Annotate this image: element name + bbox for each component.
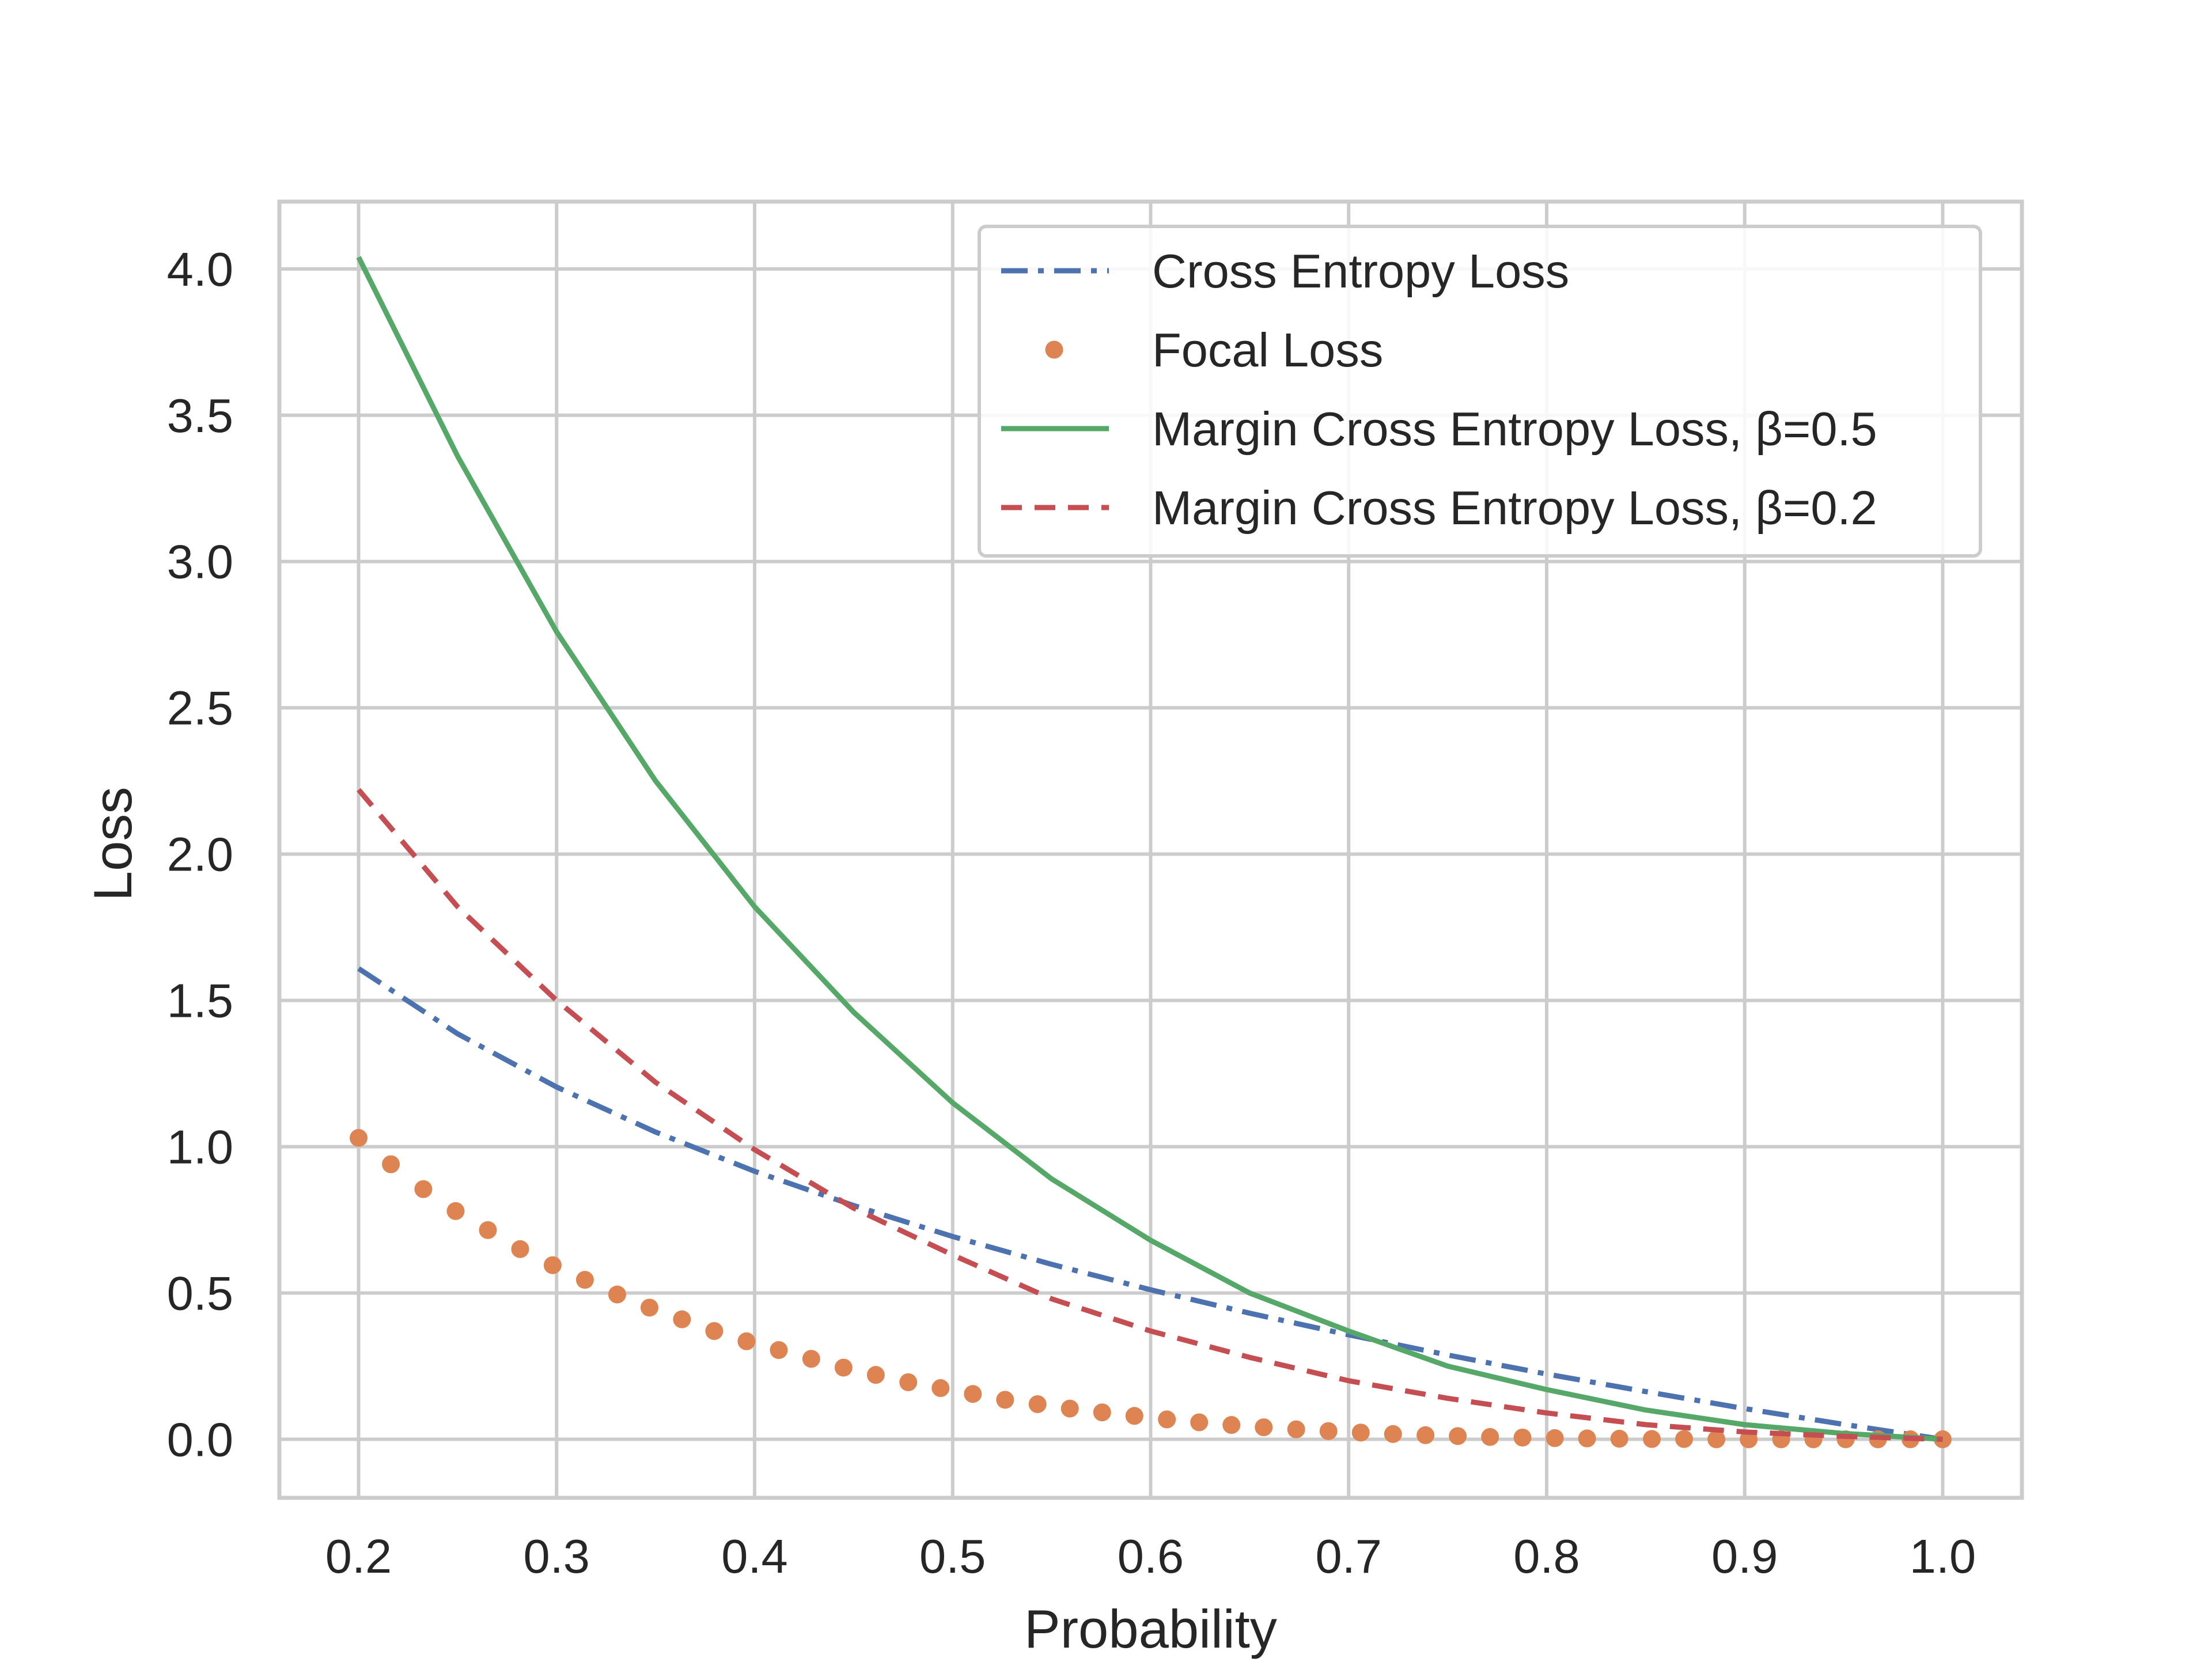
y-tick-label: 4.0: [167, 243, 233, 296]
series-2-point: [1255, 1418, 1273, 1437]
x-tick-label: 0.4: [721, 1530, 787, 1583]
series-2-point: [996, 1391, 1014, 1409]
x-tick-label: 0.3: [524, 1530, 590, 1583]
series-2-point: [382, 1155, 400, 1173]
legend: Cross Entropy Loss Focal Loss Margin Cross…: [978, 225, 1982, 558]
series-2-point: [899, 1373, 918, 1391]
series-2-point: [1481, 1428, 1499, 1446]
y-tick-label: 1.0: [167, 1120, 233, 1174]
series-2-point: [705, 1322, 724, 1340]
series-2-point: [1222, 1416, 1241, 1434]
x-tick-label: 0.8: [1513, 1530, 1580, 1583]
series-2-point: [1675, 1430, 1694, 1448]
legend-label: Focal Loss: [1152, 323, 1383, 377]
series-2-point: [640, 1298, 658, 1317]
x-tick-label: 0.5: [919, 1530, 986, 1583]
series-2-point: [1610, 1429, 1628, 1448]
series-2-point: [1546, 1429, 1564, 1447]
series-2-point: [673, 1310, 691, 1328]
legend-label: Cross Entropy Loss: [1152, 244, 1569, 298]
series-2-point: [1449, 1427, 1467, 1445]
series-2-point: [414, 1180, 433, 1198]
series-2-point: [543, 1256, 562, 1274]
series-2-point: [1513, 1428, 1532, 1447]
series-2-point: [1707, 1430, 1726, 1448]
series-2-point: [1125, 1407, 1143, 1425]
plot-frame: [277, 199, 2024, 1500]
y-tick-label: 0.5: [167, 1266, 233, 1320]
series-2-point: [1578, 1429, 1596, 1448]
y-tick-label: 1.5: [167, 974, 233, 1028]
y-axis-label: Loss: [82, 787, 143, 902]
y-tick-label: 3.0: [167, 535, 233, 589]
y-tick-label: 3.5: [167, 389, 233, 442]
legend-label: Margin Cross Entropy Loss, β=0.5: [1152, 402, 1877, 456]
series-2-point: [1319, 1422, 1338, 1440]
x-axis-label: Probability: [1024, 1599, 1277, 1659]
series-2-point: [479, 1221, 497, 1239]
series-2-point: [1093, 1403, 1111, 1422]
series-2-point: [1287, 1420, 1305, 1438]
series-2-markers: [350, 1129, 1952, 1448]
series-2-point: [834, 1358, 853, 1377]
series-2-point: [1934, 1430, 1952, 1448]
tick-labels: 0.2 0.3 0.4 0.5 0.6 0.7 0.8 0.9 1.0 0.0 0.5 1.0 1.5 2…: [167, 243, 1976, 1583]
legend-marker: [1045, 340, 1063, 359]
series-2-point: [1158, 1410, 1176, 1429]
series-2-point: [1351, 1424, 1370, 1442]
series-2-point: [866, 1366, 885, 1384]
series-2-point: [1060, 1399, 1079, 1418]
series-3-line: [356, 256, 1943, 1442]
series-2-point: [931, 1379, 950, 1398]
series-2-point: [964, 1385, 982, 1403]
x-tick-label: 0.2: [325, 1530, 392, 1583]
series-2-point: [575, 1271, 594, 1289]
series-2-point: [770, 1341, 788, 1360]
series-2-point: [802, 1350, 820, 1368]
legend-box: [978, 225, 1982, 558]
y-tick-label: 0.0: [167, 1413, 233, 1466]
series-layer: [350, 256, 1952, 1448]
series-2-point: [350, 1129, 368, 1147]
series-2-point: [511, 1240, 529, 1258]
y-tick-label: 2.0: [167, 828, 233, 881]
x-tick-label: 1.0: [1910, 1530, 1976, 1583]
series-2-point: [1190, 1413, 1209, 1432]
legend-label: Margin Cross Entropy Loss, β=0.2: [1152, 481, 1877, 535]
series-2-point: [1643, 1430, 1661, 1448]
y-tick-label: 2.5: [167, 682, 233, 735]
series-2-point: [1416, 1426, 1435, 1444]
series-2-point: [446, 1202, 465, 1220]
series-4-line: [357, 788, 1943, 1442]
series-2-point: [1384, 1425, 1402, 1443]
series-1-line: [357, 966, 1944, 1442]
series-2-point: [1028, 1395, 1047, 1413]
x-tick-label: 0.6: [1118, 1530, 1184, 1583]
x-tick-label: 0.9: [1711, 1530, 1778, 1583]
series-2-point: [608, 1285, 626, 1304]
x-tick-label: 0.7: [1316, 1530, 1382, 1583]
series-2-point: [737, 1332, 756, 1350]
